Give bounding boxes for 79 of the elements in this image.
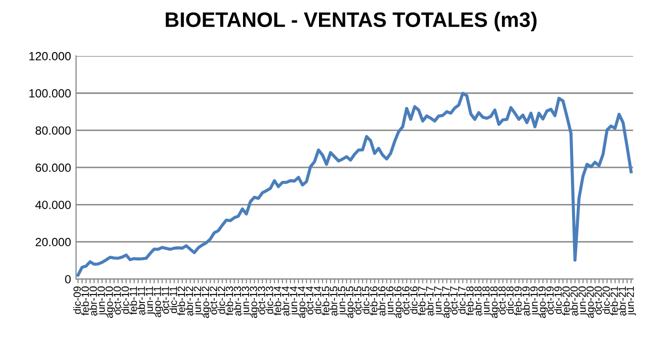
x-tick-label: oct-12: [210, 286, 218, 314]
x-tick-label: abr-18: [474, 286, 482, 316]
y-tick-label: 40.000: [35, 200, 71, 210]
x-tick-label: abr-12: [185, 286, 194, 316]
x-tick-label: dic-16: [410, 286, 418, 314]
y-tick-label: 20.000: [36, 238, 71, 246]
x-tick-label: ago-19: [538, 286, 548, 318]
x-tick-label: ago-16: [394, 286, 404, 318]
x-tick-label: dic-09: [73, 286, 81, 314]
y-tick-label: 0: [65, 275, 71, 284]
x-tick-label: oct-13: [258, 286, 266, 314]
x-tick-label: jun-10: [97, 286, 107, 316]
x-tick-label: abr-14: [282, 286, 290, 316]
x-tick-label: dic-11: [169, 286, 178, 314]
x-tick-label: feb-15: [322, 286, 330, 316]
x-tick-label: feb-13: [225, 286, 234, 316]
x-tick-label: abr-15: [330, 286, 338, 316]
x-tick-label: jun-11: [145, 286, 156, 314]
x-tick-label: feb-17: [418, 286, 426, 316]
x-tick-label: oct-16: [402, 286, 410, 314]
x-tick-label: ago-10: [106, 286, 115, 318]
x-tick-label: oct-10: [114, 286, 121, 314]
x-tick-label: dic-10: [121, 286, 129, 314]
x-tick-label: jun-13: [242, 286, 252, 316]
x-tick-label: abr-10: [89, 286, 97, 316]
x-tick-label: feb-10: [81, 286, 89, 316]
x-tick-label: feb-12: [177, 286, 186, 316]
x-tick-label: ago-20: [586, 286, 596, 318]
x-tick-label: feb-16: [370, 286, 378, 316]
x-tick-label: jun-18: [482, 286, 492, 316]
x-tick-label: dic-18: [506, 286, 514, 314]
x-tick-label: jun-19: [530, 286, 540, 316]
x-tick-label: jun-12: [193, 286, 204, 316]
x-tick-label: feb-21: [610, 286, 618, 316]
x-tick-label: feb-19: [514, 286, 522, 316]
x-tick-label: jun-15: [338, 286, 348, 316]
x-tick-label: jun-14: [290, 286, 300, 316]
x-tick-label: oct-15: [354, 286, 362, 314]
x-tick-label: feb-14: [274, 286, 282, 316]
x-tick-label: dic-19: [554, 286, 562, 314]
line-series: [76, 92, 633, 277]
x-tick-label: ago-14: [298, 286, 308, 318]
x-tick-label: abr-21: [618, 286, 626, 316]
x-tick-label: feb-11: [129, 286, 137, 315]
x-tick-label: dic-15: [362, 286, 370, 314]
y-tick-label: 60.000: [36, 164, 71, 172]
x-tick-label: ago-17: [442, 286, 452, 318]
x-tick-label: jun-16: [386, 286, 396, 316]
x-tick-label: oct-18: [498, 286, 506, 314]
x-tick-label: oct-19: [546, 286, 554, 314]
x-tick-label: oct-14: [306, 286, 314, 314]
x-tick-label: ago-13: [250, 286, 260, 318]
x-tick-label: abr-20: [570, 286, 578, 316]
x-tick-label: dic-13: [266, 286, 274, 314]
x-tick-label: abr-13: [234, 286, 242, 316]
x-tick-label: ago-15: [346, 286, 356, 318]
y-tick-label: 100.000: [29, 89, 71, 98]
x-tick-label: ago-11: [154, 286, 164, 318]
y-tick-label: 80.000: [36, 126, 71, 135]
x-tick-label: dic-17: [458, 286, 466, 314]
x-tick-label: feb-20: [562, 286, 570, 316]
x-tick-label: abr-19: [522, 286, 530, 316]
x-tick-label: oct-20: [594, 286, 602, 314]
x-tick-label: oct-11: [162, 286, 170, 314]
x-tick-label: jun-20: [578, 286, 588, 316]
x-tick-label: abr-17: [426, 286, 434, 316]
x-tick-label: abr-11: [137, 286, 145, 315]
x-tick-label: oct-17: [450, 286, 458, 314]
x-tick-label: ago-18: [490, 286, 500, 318]
x-tick-label: dic-14: [314, 286, 322, 314]
x-tick-label: jun-17: [434, 286, 444, 316]
x-tick-label: abr-16: [378, 286, 386, 316]
x-tick-label: dic-20: [602, 286, 610, 314]
y-tick-label: 120.000: [29, 52, 71, 60]
x-tick-label: jun-21: [626, 286, 636, 316]
x-tick-label: feb-18: [466, 286, 474, 316]
chart-title: BIOETANOL - VENTAS TOTALES (m3): [166, 12, 537, 32]
x-tick-label: ago-12: [202, 286, 212, 318]
x-tick-label: dic-12: [217, 286, 226, 314]
